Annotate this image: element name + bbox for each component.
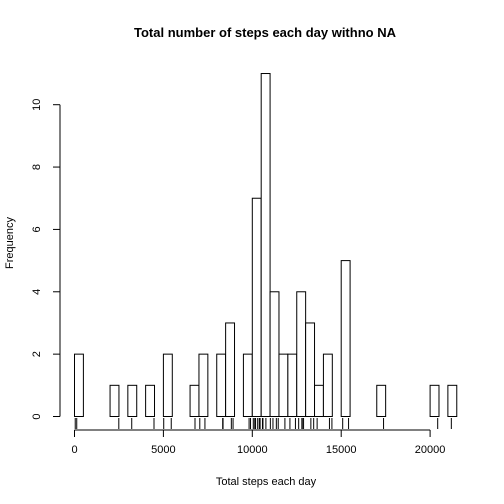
histogram-bar — [225, 322, 236, 417]
y-tick-label: 8 — [31, 164, 43, 170]
histogram-bars — [74, 73, 458, 418]
y-axis: 0 2 4 6 8 10 — [31, 99, 61, 420]
histogram-bar — [251, 197, 262, 417]
histogram-bar — [162, 353, 173, 418]
histogram-bar — [242, 353, 253, 418]
y-tick-label: 10 — [31, 99, 43, 111]
x-tick-label: 15000 — [326, 444, 357, 456]
chart-title: Total number of steps each day withno NA — [134, 25, 397, 40]
histogram-bar — [109, 384, 120, 418]
y-tick-label: 2 — [31, 351, 43, 357]
x-tick-label: 5000 — [151, 444, 175, 456]
histogram-bar — [189, 384, 200, 418]
histogram-bar — [376, 384, 387, 418]
histogram-bar — [340, 260, 351, 417]
histogram-bar — [269, 291, 280, 417]
histogram-bar — [74, 353, 84, 418]
x-tick-label: 0 — [71, 444, 77, 456]
histogram-bar — [278, 353, 289, 418]
y-axis-label: Frequency — [4, 217, 16, 269]
histogram-bar — [447, 384, 458, 418]
histogram-bar — [314, 384, 324, 418]
x-axis: 0 5000 10000 15000 20000 — [71, 429, 446, 456]
x-axis-label: Total steps each day — [216, 476, 317, 488]
histogram-bar — [260, 73, 271, 418]
histogram-bar — [127, 384, 138, 418]
x-tick-label: 20000 — [415, 444, 446, 456]
histogram-bar — [287, 353, 298, 418]
histogram-bar — [296, 291, 307, 417]
histogram-bar — [145, 384, 156, 418]
histogram-bar — [198, 353, 209, 418]
histogram-bar — [305, 322, 316, 417]
y-tick-label: 4 — [31, 289, 43, 295]
histogram-bar — [322, 353, 333, 418]
y-tick-label: 6 — [31, 226, 43, 232]
histogram-bar — [216, 353, 227, 418]
histogram-bar — [429, 384, 440, 418]
y-tick-label: 0 — [31, 413, 43, 419]
rug-marks — [74, 418, 452, 429]
x-tick-label: 10000 — [237, 444, 268, 456]
